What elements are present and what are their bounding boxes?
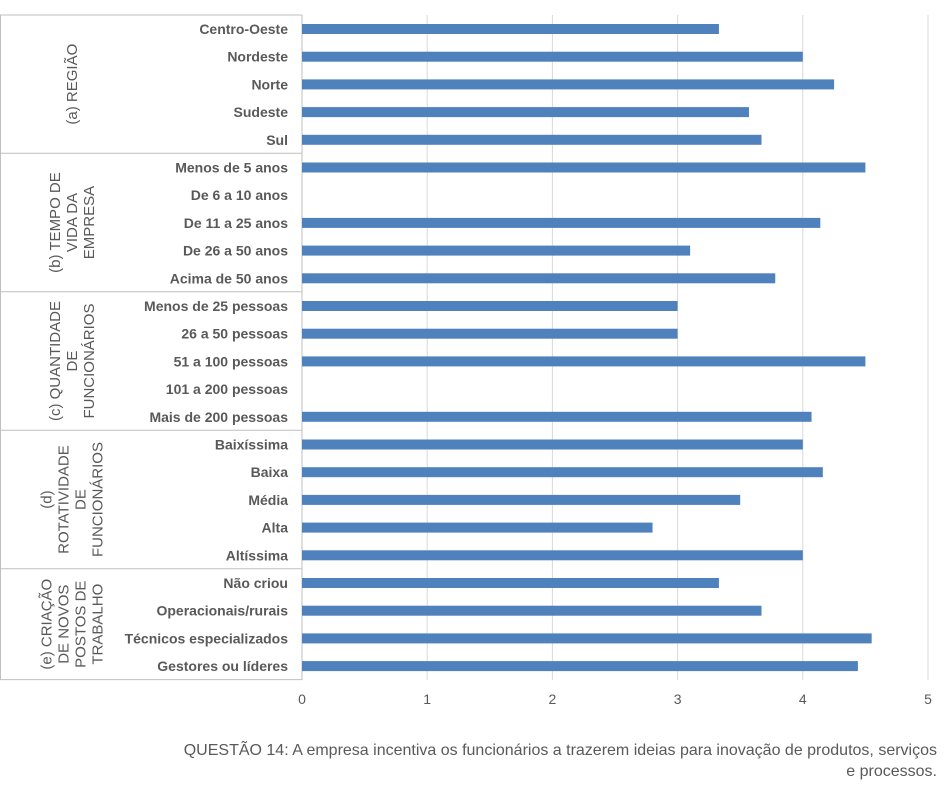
bar	[302, 162, 866, 173]
category-label: Operacionais/rurais	[156, 603, 288, 619]
bar	[302, 134, 762, 145]
category-label: Altíssima	[226, 547, 288, 563]
group-label: (e) CRIAÇÃODE NOVOSPOSTOS DETRABALHO	[39, 579, 107, 670]
bar	[302, 245, 691, 256]
bar	[302, 467, 823, 478]
category-label: Média	[248, 492, 288, 508]
bar	[302, 494, 741, 505]
group-label: (a) REGIÃO	[64, 44, 81, 125]
bar	[302, 24, 719, 34]
category-label: Mais de 200 pessoas	[149, 409, 288, 425]
bar	[302, 51, 803, 62]
bar	[302, 217, 821, 228]
category-label: De 6 a 10 anos	[191, 187, 288, 203]
category-label: Acima de 50 anos	[170, 270, 288, 286]
bar	[302, 328, 678, 339]
category-label: Baixa	[251, 464, 289, 480]
category-label: 101 a 200 pessoas	[166, 381, 288, 397]
bar	[302, 661, 858, 672]
bar	[302, 578, 719, 588]
x-tick-label: 0	[298, 691, 306, 707]
category-label: Alta	[262, 520, 289, 536]
category-label: Gestores ou líderes	[157, 658, 288, 674]
chart-caption: QUESTÃO 14: A empresa incentiva os funci…	[183, 742, 937, 780]
category-label: 51 a 100 pessoas	[174, 353, 289, 369]
category-label: De 26 a 50 anos	[183, 243, 288, 259]
bar	[302, 411, 812, 422]
category-label: Menos de 25 pessoas	[144, 298, 288, 314]
x-tick-label: 4	[799, 691, 807, 707]
bar	[302, 356, 866, 367]
category-label: Menos de 5 anos	[175, 160, 288, 176]
bar	[302, 522, 653, 533]
bar	[302, 79, 835, 90]
category-label: Sudeste	[234, 104, 289, 120]
category-label: Sul	[266, 132, 288, 148]
category-label: Centro-Oeste	[199, 21, 288, 37]
x-tick-label: 2	[549, 691, 557, 707]
group-label: (b) TEMPO DEVIDA DAEMPRESA	[47, 172, 98, 273]
bar	[302, 605, 762, 616]
category-label: Norte	[251, 76, 288, 92]
bar	[302, 273, 776, 284]
bar	[302, 550, 803, 561]
group-label: (c) QUANTIDADEDEFUNCIONÁRIOS	[47, 301, 98, 421]
category-label: De 11 a 25 anos	[184, 215, 289, 231]
category-label: Baixíssima	[215, 437, 288, 453]
bar	[302, 439, 803, 450]
bar	[302, 301, 678, 311]
x-tick-label: 5	[924, 691, 932, 707]
category-label: Não criou	[223, 575, 288, 591]
category-label: Técnicos especializados	[125, 630, 289, 646]
category-label: Nordeste	[227, 49, 288, 65]
category-label: 26 a 50 pessoas	[181, 326, 288, 342]
bar	[302, 107, 749, 118]
x-tick-label: 3	[674, 691, 682, 707]
x-tick-label: 1	[423, 691, 431, 707]
bar	[302, 633, 872, 644]
group-label: (d)ROTATIVIDADEDEFUNCIONÁRIOS	[39, 442, 107, 557]
